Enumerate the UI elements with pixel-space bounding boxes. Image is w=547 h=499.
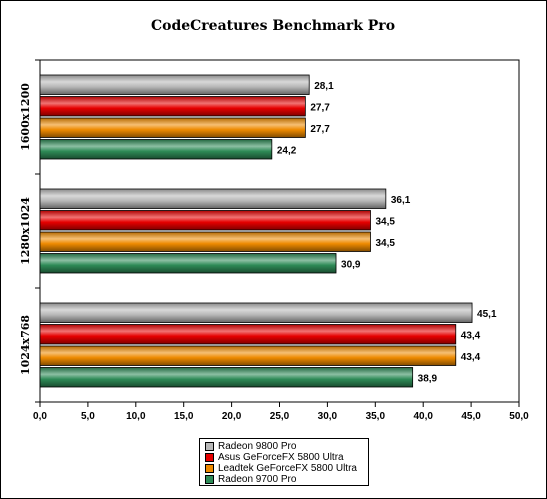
bar xyxy=(39,210,371,231)
legend-swatch xyxy=(205,464,214,473)
bar xyxy=(39,74,310,95)
legend-swatch xyxy=(205,453,214,462)
data-label: 27,7 xyxy=(310,124,330,135)
legend-label: Leadtek GeForceFX 5800 Ultra xyxy=(218,463,357,474)
data-label: 28,1 xyxy=(314,81,334,92)
x-tick-label: 30,0 xyxy=(318,411,338,422)
x-tick-label: 50,0 xyxy=(509,411,529,422)
x-tick-label: 35,0 xyxy=(366,411,386,422)
plot-area: 0,0 5,0 10,0 15,0 20,0 25,0 30,0 35,0 40,0 45,0 50… xyxy=(19,59,529,422)
x-tick-label: 40,0 xyxy=(413,411,433,422)
data-label: 24,2 xyxy=(277,145,297,156)
bar xyxy=(39,324,457,345)
data-label: 45,1 xyxy=(477,309,497,320)
category-label: 1600x1200 xyxy=(19,83,32,151)
bar xyxy=(39,253,337,274)
data-label: 34,5 xyxy=(376,238,396,249)
category-label: 1024x768 xyxy=(19,315,32,375)
category-label: 1280x1024 xyxy=(19,197,32,265)
data-label: 30,9 xyxy=(341,259,361,270)
legend-swatch xyxy=(205,442,214,451)
legend-item: Asus GeForceFX 5800 Ultra xyxy=(205,452,368,463)
bar xyxy=(39,139,273,160)
x-tick-label: 5,0 xyxy=(81,411,95,422)
x-tick-label: 15,0 xyxy=(174,411,194,422)
x-tick-label: 0,0 xyxy=(33,411,47,422)
bar xyxy=(39,302,473,323)
legend-item: Radeon 9800 Pro xyxy=(205,441,368,452)
bar xyxy=(39,188,387,209)
data-label: 34,5 xyxy=(376,216,396,227)
legend-label: Asus GeForceFX 5800 Ultra xyxy=(218,452,344,463)
legend-item: Leadtek GeForceFX 5800 Ultra xyxy=(205,463,368,474)
plot-border xyxy=(39,59,520,403)
legend-label: Radeon 9800 Pro xyxy=(218,441,297,452)
legend-label: Radeon 9700 Pro xyxy=(218,474,297,485)
data-label: 36,1 xyxy=(391,195,411,206)
x-tick-label: 20,0 xyxy=(222,411,242,422)
data-label: 43,4 xyxy=(461,330,481,341)
x-tick-label: 25,0 xyxy=(270,411,290,422)
x-tick-label: 45,0 xyxy=(461,411,481,422)
legend: Radeon 9800 Pro Asus GeForceFX 5800 Ultra… xyxy=(199,438,369,486)
bar xyxy=(39,96,306,117)
data-label: 43,4 xyxy=(461,352,481,363)
bar xyxy=(39,117,306,138)
data-label: 38,9 xyxy=(418,373,438,384)
data-label: 27,7 xyxy=(310,102,330,113)
bar xyxy=(39,231,371,252)
legend-swatch xyxy=(205,475,214,484)
x-tick-label: 10,0 xyxy=(126,411,146,422)
bar xyxy=(39,345,457,366)
bar xyxy=(39,367,414,388)
legend-item: Radeon 9700 Pro xyxy=(205,474,368,485)
chart-title: CodeCreatures Benchmark Pro xyxy=(151,18,395,34)
